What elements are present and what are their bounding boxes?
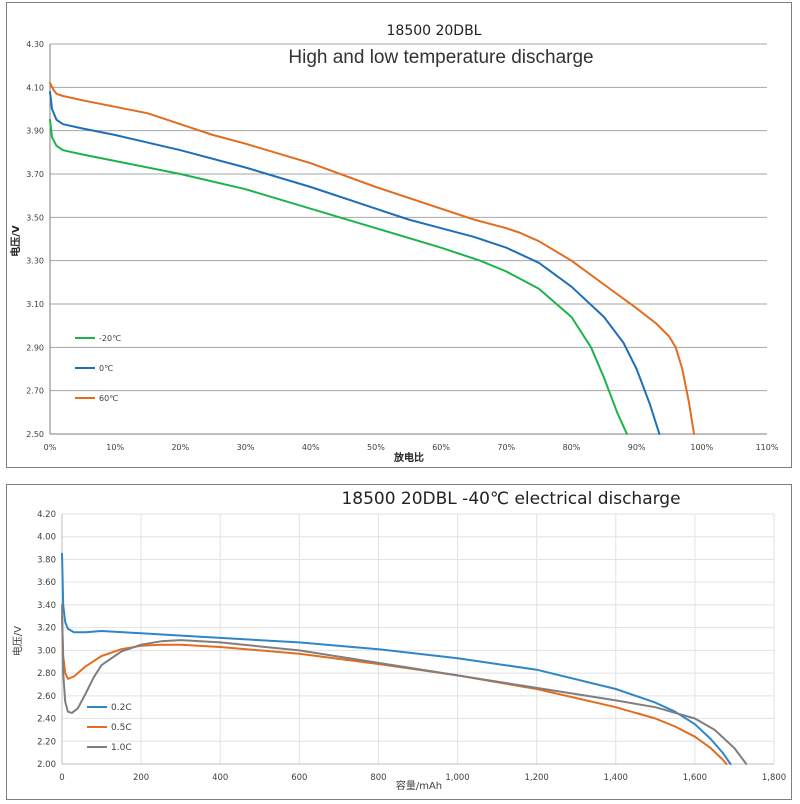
- legend-label: 0.2C: [111, 703, 132, 713]
- x-tick-label: 30%: [237, 443, 255, 452]
- y-tick-label: 2.80: [37, 669, 56, 679]
- y-tick-label: 3.20: [37, 624, 56, 634]
- x-axis-label: 容量/mAh: [396, 779, 442, 792]
- series-line-2: [61, 603, 748, 765]
- y-tick-label: 3.00: [37, 646, 56, 656]
- x-tick-label: 50%: [367, 443, 385, 452]
- y-tick-label: 3.10: [26, 300, 44, 309]
- legend-label: 1.0C: [111, 743, 132, 753]
- x-tick-label: 1,200: [524, 773, 548, 783]
- y-tick-label: 2.40: [37, 715, 56, 725]
- y-tick-label: 2.00: [37, 760, 56, 770]
- x-tick-label: 80%: [563, 443, 581, 452]
- y-tick-label: 3.90: [26, 127, 44, 136]
- y-tick-label: 3.70: [26, 170, 44, 179]
- legend-label: 0.5C: [111, 723, 132, 733]
- chart-title: 18500 20DBL: [387, 23, 482, 39]
- y-axis-label: 电压/V: [11, 626, 24, 656]
- x-tick-label: 1,600: [683, 773, 707, 783]
- x-tick-label: 600: [291, 773, 307, 783]
- legend-label: 0℃: [99, 364, 113, 373]
- legend-label: -20℃: [99, 334, 121, 343]
- y-tick-label: 3.60: [37, 578, 56, 588]
- y-tick-label: 3.40: [37, 601, 56, 611]
- legend-label: 60℃: [99, 394, 118, 403]
- x-tick-label: 400: [212, 773, 228, 783]
- x-tick-label: 10%: [106, 443, 124, 452]
- x-tick-label: 20%: [171, 443, 189, 452]
- y-tick-label: 3.80: [37, 555, 56, 565]
- x-tick-label: 70%: [497, 443, 515, 452]
- y-axis-label: 电压/V: [9, 225, 22, 257]
- chart-title: 18500 20DBL -40℃ electrical discharge: [341, 489, 680, 509]
- chart-subtitle: High and low temperature discharge: [288, 47, 593, 68]
- y-tick-label: 2.60: [37, 692, 56, 702]
- y-tick-label: 2.20: [37, 737, 56, 747]
- y-tick-label: 4.30: [26, 40, 44, 49]
- y-tick-label: 4.20: [37, 510, 56, 520]
- x-tick-label: 100%: [690, 443, 713, 452]
- x-tick-label: 60%: [432, 443, 450, 452]
- x-tick-label: 1,400: [604, 773, 628, 783]
- y-tick-label: 2.50: [26, 430, 44, 439]
- x-tick-label: 110%: [756, 443, 779, 452]
- chart-panel-cold-discharge: 18500 20DBL -40℃ electrical discharge 2.…: [6, 484, 792, 800]
- series-line-0: [49, 118, 628, 435]
- y-tick-label: 4.10: [26, 83, 44, 92]
- chart-cold-discharge: 18500 20DBL -40℃ electrical discharge 2.…: [11, 489, 786, 792]
- x-tick-label: 1,800: [762, 773, 786, 783]
- y-tick-label: 3.50: [26, 213, 44, 222]
- series-line-1: [49, 90, 661, 435]
- x-tick-label: 200: [133, 773, 149, 783]
- chart-temperature-discharge: 18500 20DBL High and low temperature dis…: [9, 23, 779, 464]
- x-tick-label: 0%: [44, 443, 57, 452]
- series-line-0: [61, 552, 732, 765]
- y-tick-label: 4.00: [37, 533, 56, 543]
- x-tick-label: 90%: [628, 443, 646, 452]
- x-axis-label: 放电比: [393, 451, 424, 464]
- y-tick-label: 2.90: [26, 343, 44, 352]
- x-tick-label: 0: [59, 773, 64, 783]
- x-tick-label: 40%: [302, 443, 320, 452]
- y-tick-label: 2.70: [26, 387, 44, 396]
- x-tick-label: 800: [370, 773, 386, 783]
- series-line-2: [49, 82, 695, 435]
- series-line-1: [61, 615, 728, 765]
- chart-panel-temperature: 18500 20DBL High and low temperature dis…: [6, 2, 792, 468]
- y-tick-label: 3.30: [26, 257, 44, 266]
- x-tick-label: 1,000: [445, 773, 469, 783]
